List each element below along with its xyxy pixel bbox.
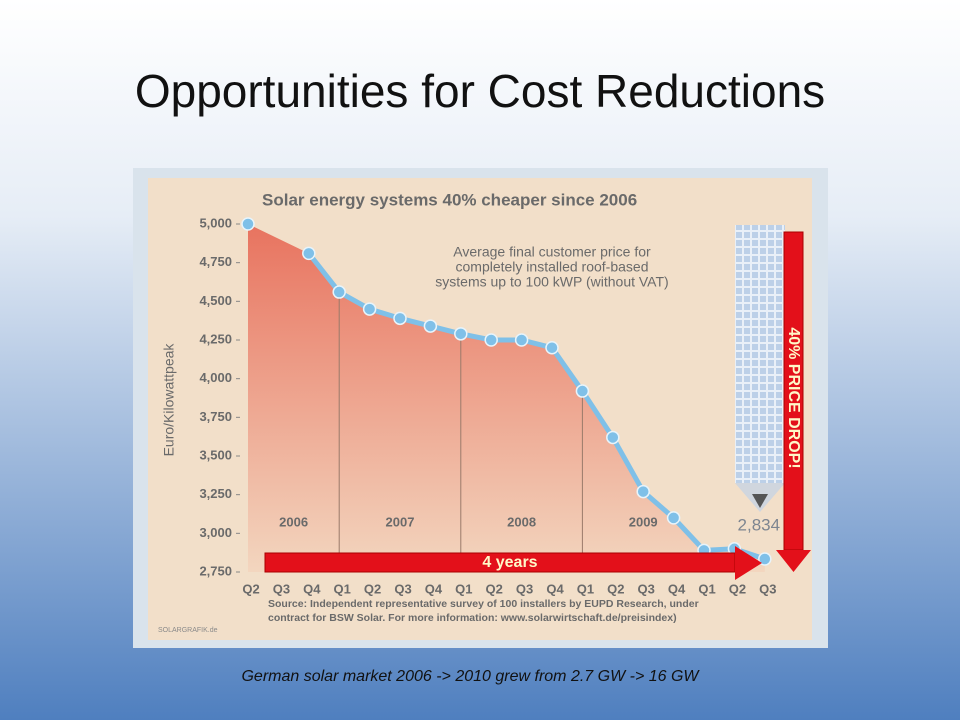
y-tick-label: 3,250: [199, 486, 232, 501]
marker: [514, 333, 529, 347]
chart: Solar energy systems 40% cheaper since 2…: [158, 190, 811, 634]
x-tick-label: Q3: [516, 581, 533, 596]
marker: [362, 302, 377, 316]
marker: [758, 552, 772, 566]
year-label: 2007: [386, 514, 415, 529]
source-note: contract for BSW Solar. For more informa…: [268, 612, 677, 624]
x-tick-label: Q2: [607, 581, 624, 596]
x-tick-label: Q1: [334, 581, 351, 596]
y-tick-label: 2,750: [199, 563, 232, 578]
year-label: 2008: [507, 514, 536, 529]
marker: [423, 319, 438, 333]
marker: [666, 511, 681, 525]
marker: [545, 340, 559, 355]
marker: [484, 333, 498, 347]
x-tick-label: Q3: [638, 581, 655, 596]
x-tick-label: Q2: [729, 581, 746, 596]
marker: [636, 484, 650, 499]
x-tick-label: Q3: [273, 581, 290, 596]
x-tick-label: Q2: [486, 581, 503, 596]
pencil-body: [735, 225, 785, 483]
y-tick-label: 3,000: [199, 525, 232, 540]
chart-subtitle: completely installed roof-based: [456, 259, 649, 275]
marker: [302, 246, 316, 261]
x-tick-label: Q1: [455, 581, 472, 596]
y-tick-label: 3,500: [199, 447, 232, 462]
marker: [332, 285, 346, 299]
x-tick-label: Q1: [577, 581, 594, 596]
x-tick-label: Q1: [698, 581, 715, 596]
slide-title: Opportunities for Cost Reductions: [135, 65, 825, 117]
pencil-tip: [752, 494, 768, 508]
x-tick-label: Q2: [364, 581, 381, 596]
y-tick-label: 4,000: [199, 370, 232, 385]
y-tick-label: 4,500: [199, 293, 232, 308]
x-tick-label: Q4: [546, 581, 564, 596]
arrow-head: [735, 546, 762, 580]
chart-title: Solar energy systems 40% cheaper since 2…: [262, 190, 637, 209]
marker: [241, 217, 255, 231]
chart-subtitle: Average final customer price for: [453, 244, 651, 260]
arrow-head: [776, 550, 811, 572]
marker: [606, 430, 620, 445]
year-label: 2009: [629, 514, 658, 529]
year-label: 2006: [279, 514, 308, 529]
x-tick-label: Q2: [242, 581, 259, 596]
marker: [454, 327, 468, 341]
chart-subtitle: systems up to 100 kWP (without VAT): [435, 274, 668, 290]
x-tick-label: Q4: [303, 581, 321, 596]
y-tick-label: 3,750: [199, 409, 232, 424]
source-note: Source: Independent representative surve…: [268, 598, 699, 610]
x-tick-label: Q3: [394, 581, 411, 596]
y-axis-label: Euro/Kilowattpeak: [161, 343, 177, 457]
x-tick-label: Q4: [668, 581, 686, 596]
annotation: 40% PRICE DROP!: [785, 327, 802, 468]
caption: German solar market 2006 -> 2010 grew fr…: [241, 668, 700, 685]
annotation: 4 years: [482, 554, 537, 571]
marker: [575, 384, 590, 398]
area: [248, 224, 765, 572]
y-tick-label: 5,000: [199, 215, 232, 230]
x-tick-label: Q4: [425, 581, 443, 596]
line: [306, 251, 766, 562]
y-tick-label: 4,750: [199, 254, 232, 269]
marker: [393, 311, 407, 326]
y-tick-label: 4,250: [199, 331, 232, 346]
value-label: 2,834: [738, 515, 781, 534]
credit: SOLARGRAFIK.de: [158, 627, 218, 634]
x-tick-label: Q3: [759, 581, 776, 596]
